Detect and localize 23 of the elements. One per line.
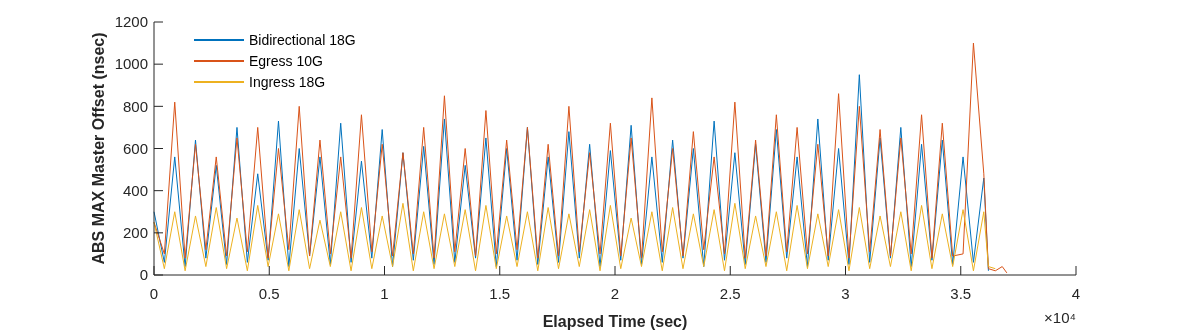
legend-label: Egress 10G [249,52,323,69]
x-tick-label: 1 [380,285,389,302]
x-tick-label: 3.5 [950,285,972,302]
legend-label: Bidirectional 18G [249,31,356,48]
x-tick-label: 2 [610,285,620,302]
y-tick-label: 400 [122,181,148,199]
y-tick-label: 1200 [114,13,148,31]
x-axis-title: Elapsed Time (sec) [542,313,688,330]
y-tick-label: 0 [139,266,148,284]
x-tick-label: 2.5 [719,285,741,302]
y-tick-label: 800 [122,97,148,115]
line-series [153,202,996,272]
x-tick-label: 1.5 [489,285,511,302]
y-tick-label: 200 [122,224,148,242]
x-tick-label: 0.5 [258,285,280,302]
y-axis-title: ABS MAX Master Offset (nsec) [90,32,107,265]
text: ×10⁴ [1044,309,1076,326]
x-tick-label: 4 [1071,285,1081,302]
x-tick-label: 3 [841,285,850,302]
x-tick-label: 0 [149,285,159,302]
y-tick-label: 1000 [114,55,148,73]
legend-label: Ingress 18G [249,73,326,90]
y-tick-label: 600 [122,139,148,157]
